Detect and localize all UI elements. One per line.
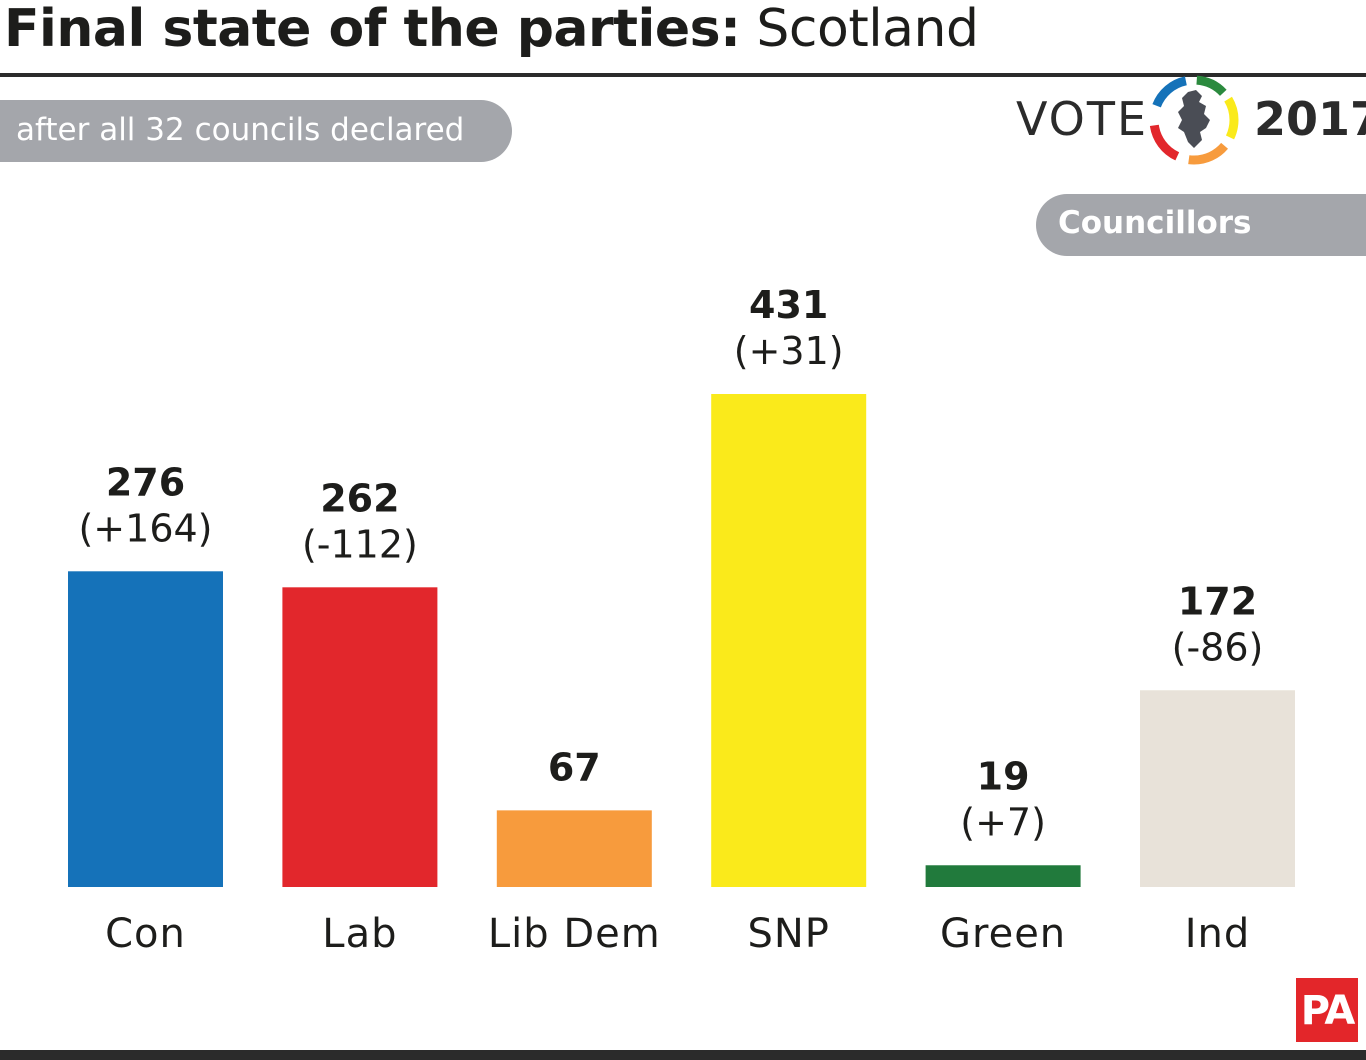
bar-change-label: (+7) bbox=[960, 800, 1046, 844]
category-label: Lib Dem bbox=[488, 911, 661, 957]
bar-value-label: 262 bbox=[320, 476, 399, 520]
subtitle-badge: after all 32 councils declared bbox=[0, 100, 512, 162]
title-regular: Scotland bbox=[756, 0, 979, 59]
vote-year: 2017 bbox=[1254, 92, 1366, 146]
councillors-label: Councillors bbox=[1058, 205, 1252, 241]
bar-con bbox=[68, 571, 223, 887]
councillors-badge: Councillors bbox=[1036, 194, 1366, 256]
bar-lab bbox=[282, 587, 438, 887]
page-title: Final state of the parties: Scotland bbox=[4, 0, 979, 64]
bar-change-label: (+164) bbox=[78, 506, 212, 550]
bar-change-label: (-86) bbox=[1172, 625, 1264, 669]
bar-ind bbox=[1140, 690, 1295, 887]
bar-change-label: (-112) bbox=[302, 522, 418, 566]
category-label: Lab bbox=[322, 911, 397, 957]
bar-lib-dem bbox=[496, 810, 652, 887]
category-label: Con bbox=[105, 911, 186, 957]
scotland-map-ring-icon bbox=[1149, 75, 1239, 165]
bar-snp bbox=[711, 394, 867, 887]
category-label: Green bbox=[940, 911, 1066, 957]
category-label: SNP bbox=[747, 911, 829, 957]
bar-change-label: (+31) bbox=[734, 329, 844, 373]
bar-value-label: 276 bbox=[106, 460, 185, 504]
bar-value-label: 431 bbox=[749, 283, 828, 327]
title-bold: Final state of the parties: bbox=[4, 0, 741, 59]
pa-logo: PA bbox=[1296, 978, 1358, 1042]
title-divider bbox=[0, 73, 1366, 77]
footer-divider bbox=[0, 1050, 1366, 1060]
pa-logo-text: PA bbox=[1300, 988, 1356, 1034]
bar-value-label: 67 bbox=[548, 745, 601, 789]
subtitle-text: after all 32 councils declared bbox=[16, 112, 465, 148]
bar-green bbox=[925, 865, 1081, 887]
bar-value-label: 172 bbox=[1178, 579, 1257, 623]
bar-value-label: 19 bbox=[977, 754, 1030, 798]
bar-chart: 276(+164) Con 262(-112) Lab 67 Lib Dem 431(+31… bbox=[68, 283, 1295, 957]
vote-word: VOTE bbox=[1016, 92, 1149, 146]
category-label: Ind bbox=[1185, 911, 1251, 957]
